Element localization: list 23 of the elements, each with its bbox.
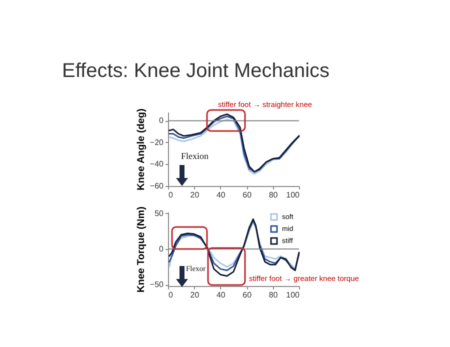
- y-axis-title: Knee Torque (Nm): [136, 206, 147, 292]
- x-tick-label: 80: [268, 290, 278, 300]
- chart-title: Effects: Knee Joint Mechanics: [62, 60, 330, 83]
- x-tick-label: 0: [168, 190, 174, 200]
- x-tick-label: 60: [242, 190, 252, 200]
- y-tick-label: 50: [154, 208, 164, 218]
- x-tick-label: 80: [268, 190, 278, 200]
- x-tick-label: 20: [190, 190, 200, 200]
- x-tick-label: 100: [286, 290, 300, 300]
- y-tick-label: 0: [159, 244, 164, 254]
- y-axis-title: Knee Angle (deg): [136, 108, 147, 190]
- x-tick-label: 0: [168, 290, 174, 300]
- x-tick-label: 40: [216, 290, 226, 300]
- y-tick-label: −40: [150, 160, 164, 169]
- x-tick-label: 60: [242, 290, 252, 300]
- x-tick-label: 40: [216, 190, 226, 200]
- x-tick-label: 20: [190, 290, 200, 300]
- x-tick-label: 100: [286, 190, 300, 200]
- y-tick-label: 0: [159, 116, 164, 126]
- y-tick-label: −60: [150, 182, 164, 190]
- annotation: Flexion: [181, 151, 209, 161]
- y-tick-label: −20: [150, 138, 164, 147]
- y-tick-label: −50: [150, 280, 164, 290]
